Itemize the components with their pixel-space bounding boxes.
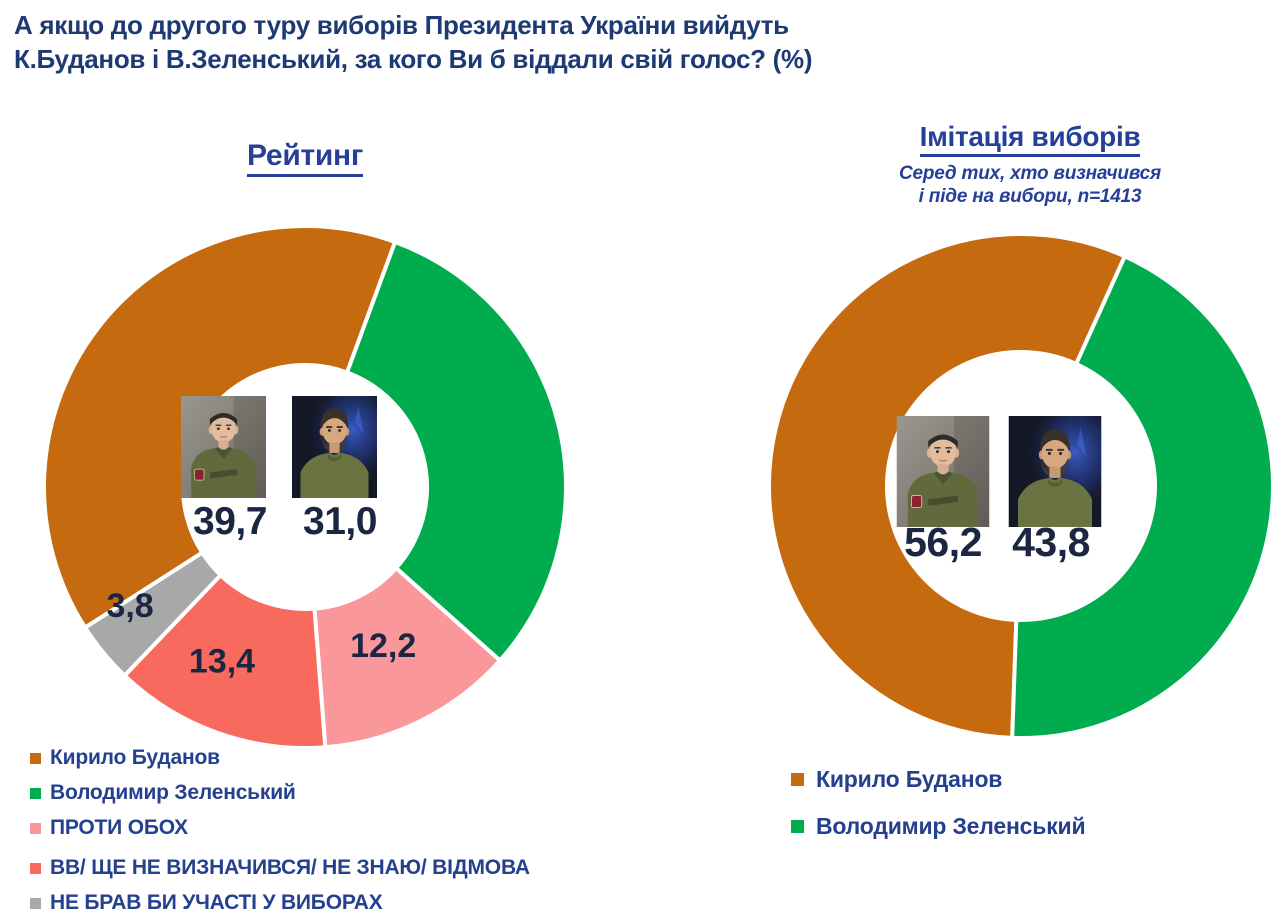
question-title: А якщо до другого туру виборів Президент… bbox=[14, 8, 934, 76]
budanov-runoff-value: 56,2 bbox=[904, 519, 982, 565]
legend-label: Володимир Зеленський bbox=[816, 813, 1086, 839]
zelensky-photo bbox=[1008, 416, 1102, 527]
legend-item-would-not-vote: НЕ БРАВ БИ УЧАСТІ У ВИБОРАХ bbox=[30, 891, 383, 915]
legend-color-marker bbox=[791, 820, 804, 833]
zelensky-rating-value: 31,0 bbox=[303, 500, 377, 543]
right-chart-title: Імітація виборів bbox=[919, 121, 1141, 157]
legend-color-marker bbox=[30, 822, 41, 834]
runoff-donut-chart bbox=[767, 232, 1276, 740]
legend-item-zelensky: Володимир Зеленський bbox=[791, 813, 1086, 840]
legend-color-marker bbox=[791, 773, 804, 786]
legend-color-marker bbox=[30, 897, 41, 909]
legend-label: ВВ/ ЩЕ НЕ ВИЗНАЧИВСЯ/ НЕ ЗНАЮ/ ВІДМОВА bbox=[50, 856, 530, 879]
legend-item-undecided: ВВ/ ЩЕ НЕ ВИЗНАЧИВСЯ/ НЕ ЗНАЮ/ ВІДМОВА bbox=[30, 856, 530, 880]
donut-segment-1 bbox=[345, 240, 568, 663]
donut-segment-3 bbox=[122, 573, 328, 750]
legend-item-against-both: ПРОТИ ОБОХ bbox=[30, 816, 188, 840]
legend-label: Кирило Буданов bbox=[816, 766, 1003, 792]
legend-label: Володимир Зеленський bbox=[50, 781, 296, 804]
legend-color-marker bbox=[30, 862, 41, 874]
zelensky-photo bbox=[292, 396, 377, 498]
legend-color-marker bbox=[30, 787, 41, 799]
question-title-line1: А якщо до другого туру виборів Президент… bbox=[14, 10, 789, 40]
legend-label: НЕ БРАВ БИ УЧАСТІ У ВИБОРАХ bbox=[50, 891, 383, 914]
right-chart-subtitle: Серед тих, хто визначився і піде на вибо… bbox=[770, 162, 1280, 208]
slice-value-label: 13,4 bbox=[189, 642, 255, 680]
right-chart-subtitle-line2: і піде на вибори, n=1413 bbox=[918, 186, 1142, 207]
question-title-line2: К.Буданов і В.Зеленський, за кого Ви б в… bbox=[14, 44, 813, 74]
right-chart-title-wrap: Імітація виборів Серед тих, хто визначив… bbox=[770, 121, 1280, 208]
zelensky-runoff-value: 43,8 bbox=[1012, 519, 1090, 565]
legend-item-budanov: Кирило Буданов bbox=[30, 746, 220, 770]
budanov-rating-value: 39,7 bbox=[193, 500, 267, 543]
donut-segment-1 bbox=[1010, 254, 1276, 740]
donut-segment-4 bbox=[83, 550, 223, 678]
left-chart-title: Рейтинг bbox=[246, 139, 363, 177]
right-chart-subtitle-line1: Серед тих, хто визначився bbox=[899, 163, 1161, 184]
rating-donut-chart: 12,2 13,4 3,8 bbox=[42, 224, 568, 750]
legend-label: Кирило Буданов bbox=[50, 746, 220, 769]
donut-segment-0 bbox=[767, 232, 1127, 740]
budanov-photo bbox=[181, 395, 266, 499]
legend-item-zelensky: Володимир Зеленський bbox=[30, 781, 296, 805]
budanov-photo bbox=[896, 416, 990, 527]
slice-value-label: 12,2 bbox=[350, 627, 416, 665]
legend-color-marker bbox=[30, 752, 41, 764]
slice-value-label: 3,8 bbox=[106, 587, 153, 625]
left-chart-title-wrap: Рейтинг bbox=[40, 139, 570, 177]
legend-label: ПРОТИ ОБОХ bbox=[50, 816, 188, 839]
legend-item-budanov: Кирило Буданов bbox=[791, 766, 1002, 793]
